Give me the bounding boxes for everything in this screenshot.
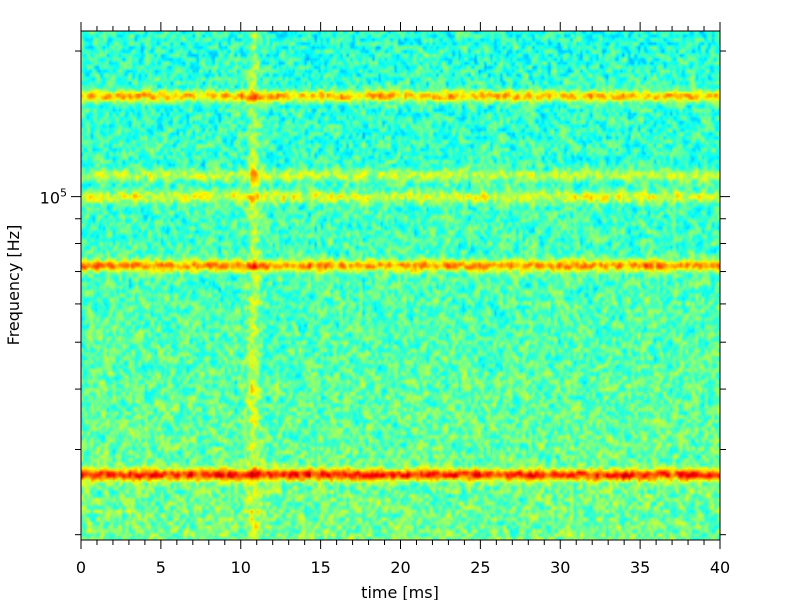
y-axis-ticks: 105 <box>40 50 730 536</box>
x-tick-label: 0 <box>76 558 86 577</box>
x-tick-label: 15 <box>310 558 330 577</box>
x-tick-label: 40 <box>710 558 730 577</box>
x-tick-label: 30 <box>550 558 570 577</box>
x-tick-label: 10 <box>231 558 251 577</box>
x-tick-label: 20 <box>390 558 410 577</box>
x-axis-ticks: 0 5 10 15 20 25 30 35 40 <box>76 22 730 577</box>
y-tick-label: 105 <box>40 187 67 208</box>
x-tick-label: 25 <box>470 558 490 577</box>
y-axis-label: Frequency [Hz] <box>4 225 23 346</box>
spectrogram-heatmap <box>81 31 720 540</box>
x-axis-label: time [ms] <box>361 583 439 600</box>
x-tick-label: 5 <box>156 558 166 577</box>
x-tick-label: 35 <box>630 558 650 577</box>
